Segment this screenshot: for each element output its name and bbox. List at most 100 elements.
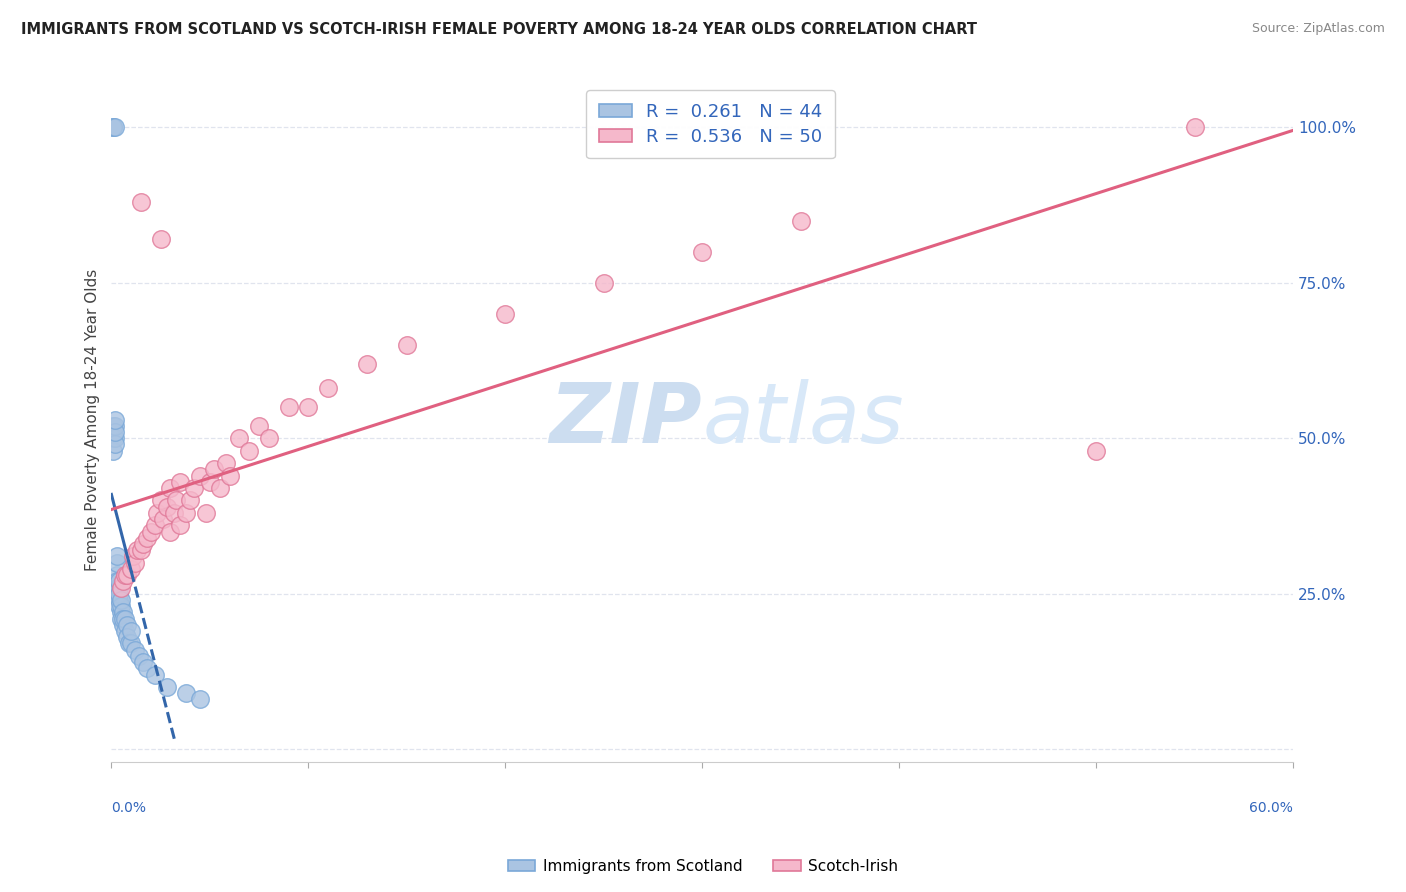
Point	[145, 506, 167, 520]
Point	[114, 568, 136, 582]
Point	[103, 431, 125, 445]
Y-axis label: Female Poverty Among 18-24 Year Olds: Female Poverty Among 18-24 Year Olds	[86, 268, 100, 571]
Point	[124, 556, 146, 570]
Point	[108, 574, 131, 589]
Point	[104, 120, 127, 135]
Point	[112, 617, 135, 632]
Point	[257, 431, 280, 445]
Point	[135, 531, 157, 545]
Point	[108, 581, 131, 595]
Point	[120, 562, 142, 576]
Point	[149, 493, 172, 508]
Point	[165, 493, 187, 508]
Point	[110, 581, 132, 595]
Point	[149, 232, 172, 246]
Point	[110, 599, 132, 614]
Point	[198, 475, 221, 489]
Point	[247, 418, 270, 433]
Point	[128, 648, 150, 663]
Point	[104, 431, 127, 445]
Point	[194, 506, 217, 520]
Point	[159, 481, 181, 495]
Point	[112, 606, 135, 620]
Text: atlas: atlas	[702, 379, 904, 460]
Point	[103, 443, 125, 458]
Point	[103, 418, 125, 433]
Text: 0.0%: 0.0%	[111, 800, 146, 814]
Point	[179, 493, 201, 508]
Point	[183, 481, 205, 495]
Point	[169, 518, 191, 533]
Point	[188, 468, 211, 483]
Point	[105, 556, 128, 570]
Point	[129, 543, 152, 558]
Text: Source: ZipAtlas.com: Source: ZipAtlas.com	[1251, 22, 1385, 36]
Point	[163, 506, 186, 520]
Point	[152, 512, 174, 526]
Point	[690, 244, 713, 259]
Point	[316, 381, 339, 395]
Legend: Immigrants from Scotland, Scotch-Irish: Immigrants from Scotland, Scotch-Irish	[502, 853, 904, 880]
Point	[159, 524, 181, 539]
Point	[214, 456, 236, 470]
Point	[174, 686, 197, 700]
Point	[356, 357, 378, 371]
Point	[218, 468, 240, 483]
Point	[132, 655, 155, 669]
Point	[208, 481, 231, 495]
Point	[105, 581, 128, 595]
Text: 60.0%: 60.0%	[1249, 800, 1294, 814]
Point	[120, 624, 142, 638]
Point	[143, 518, 166, 533]
Point	[112, 574, 135, 589]
Point	[104, 437, 127, 451]
Point	[188, 692, 211, 706]
Point	[238, 443, 260, 458]
Point	[155, 500, 177, 514]
Point	[110, 593, 132, 607]
Point	[228, 431, 250, 445]
Point	[494, 307, 516, 321]
Point	[104, 412, 127, 426]
Point	[135, 661, 157, 675]
Point	[105, 549, 128, 564]
Point	[108, 599, 131, 614]
Point	[122, 549, 145, 564]
Point	[1184, 120, 1206, 135]
Point	[112, 612, 135, 626]
Text: IMMIGRANTS FROM SCOTLAND VS SCOTCH-IRISH FEMALE POVERTY AMONG 18-24 YEAR OLDS CO: IMMIGRANTS FROM SCOTLAND VS SCOTCH-IRISH…	[21, 22, 977, 37]
Point	[125, 543, 148, 558]
Point	[118, 636, 141, 650]
Point	[143, 667, 166, 681]
Point	[103, 120, 125, 135]
Point	[155, 680, 177, 694]
Point	[277, 400, 299, 414]
Point	[103, 120, 125, 135]
Point	[297, 400, 319, 414]
Point	[395, 338, 418, 352]
Point	[174, 506, 197, 520]
Point	[105, 574, 128, 589]
Point	[104, 425, 127, 439]
Point	[202, 462, 225, 476]
Point	[115, 617, 138, 632]
Point	[108, 587, 131, 601]
Point	[115, 630, 138, 644]
Point	[169, 475, 191, 489]
Point	[114, 612, 136, 626]
Point	[592, 276, 614, 290]
Point	[105, 587, 128, 601]
Legend: R =  0.261   N = 44, R =  0.536   N = 50: R = 0.261 N = 44, R = 0.536 N = 50	[586, 90, 835, 159]
Point	[124, 642, 146, 657]
Point	[139, 524, 162, 539]
Point	[110, 606, 132, 620]
Point	[115, 568, 138, 582]
Point	[129, 194, 152, 209]
Point	[105, 568, 128, 582]
Point	[110, 612, 132, 626]
Point	[1085, 443, 1108, 458]
Point	[789, 213, 811, 227]
Point	[120, 636, 142, 650]
Point	[132, 537, 155, 551]
Point	[114, 624, 136, 638]
